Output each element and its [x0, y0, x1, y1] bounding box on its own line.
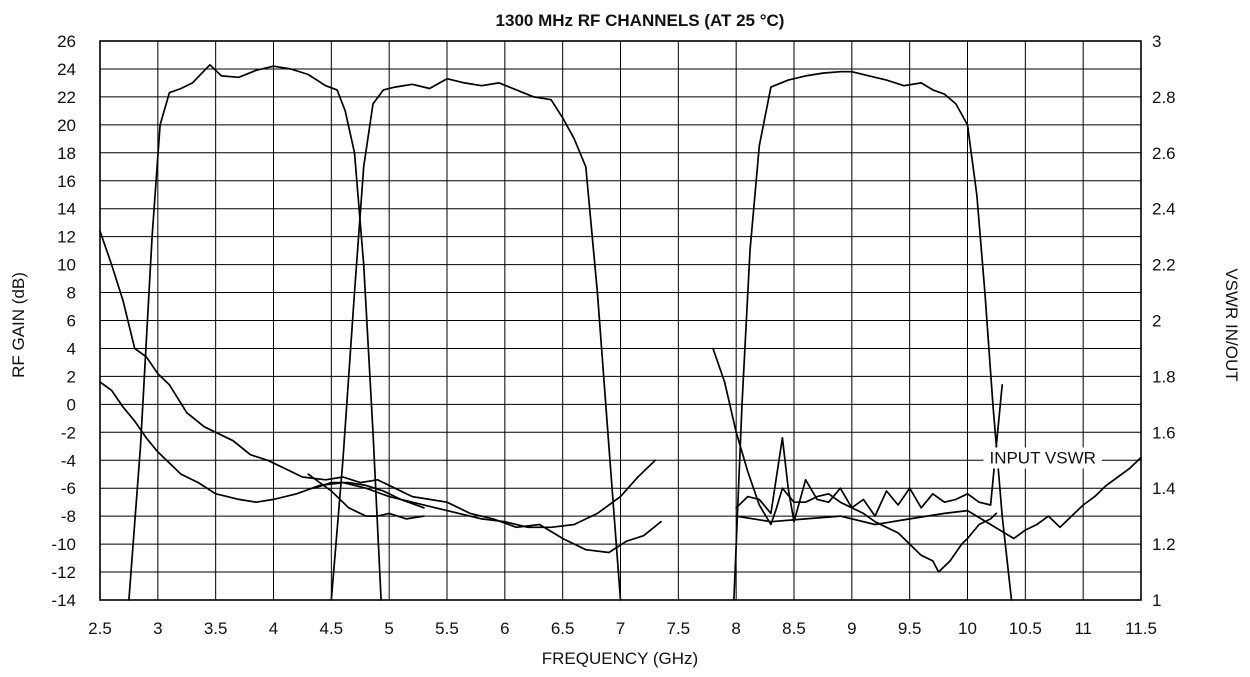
- y2-tick-label: 1.6: [1152, 423, 1176, 442]
- x-tick-labels: 2.5 3 3.5 4 4.5 5 5.5 6 6.5 7 7.5 8 8.5 9 9.5 10 10.5 11 1…: [88, 619, 1157, 638]
- annotations: INPUT VSWR: [983, 447, 1102, 469]
- x-tick-label: 9: [847, 619, 856, 638]
- y2-tick-label: 3: [1152, 32, 1161, 51]
- y2-tick-label: 2.6: [1152, 144, 1176, 163]
- vswr-curve-4: [99, 381, 657, 529]
- y-tick-label: 22: [57, 88, 76, 107]
- x-tick-label: 5.5: [435, 619, 459, 638]
- plot-frame: [99, 40, 1142, 601]
- vswr-curve-7: [712, 347, 998, 573]
- y-tick-label: 10: [57, 256, 76, 275]
- gain-curve-0: [128, 63, 382, 601]
- y-tick-label: -8: [61, 507, 76, 526]
- x-tick-label: 3: [153, 619, 162, 638]
- x-tick-label: 8: [731, 619, 740, 638]
- y-tick-label: 2: [67, 367, 76, 386]
- x-tick-label: 10.5: [1009, 619, 1042, 638]
- vswr-curve-5: [307, 473, 425, 520]
- y2-tick-label: 2.4: [1152, 200, 1176, 219]
- y-tick-label: 24: [57, 60, 76, 79]
- y-tick-label: -2: [61, 423, 76, 442]
- gain-curve-2: [733, 70, 1013, 601]
- vswr-curve-3: [99, 230, 662, 554]
- annotation-background: [983, 447, 1102, 469]
- y-tick-label: -6: [61, 479, 76, 498]
- x-tick-label: 4: [269, 619, 278, 638]
- x-tick-label: 6.5: [551, 619, 575, 638]
- y-tick-label: 8: [67, 284, 76, 303]
- grid: [99, 40, 1142, 601]
- vswr-curve-9: [735, 456, 1142, 540]
- y-tick-label: -4: [61, 451, 76, 470]
- x-tick-label: 7.5: [667, 619, 691, 638]
- y2-tick-label: 2.2: [1152, 256, 1176, 275]
- y-tick-label: 20: [57, 116, 76, 135]
- y-tick-label: 4: [67, 339, 76, 358]
- y-tick-label: 16: [57, 172, 76, 191]
- y-tick-label: 6: [67, 312, 76, 331]
- y-tick-label: -14: [51, 591, 76, 610]
- y2-tick-label: 1.2: [1152, 535, 1176, 554]
- y2-axis-label: VSWR IN/OUT: [1222, 268, 1241, 381]
- y2-tick-labels: 3 2.8 2.6 2.4 2.2 2 1.8 1.6 1.4 1.2 1: [1152, 32, 1176, 610]
- x-tick-label: 5: [384, 619, 393, 638]
- y-tick-label: 12: [57, 228, 76, 247]
- chart-title: 1300 MHz RF CHANNELS (AT 25 °C): [496, 11, 785, 30]
- y-tick-label: 26: [57, 32, 76, 51]
- x-axis-label: FREQUENCY (GHz): [542, 649, 698, 668]
- y-tick-label: -12: [51, 563, 76, 582]
- x-tick-label: 9.5: [898, 619, 922, 638]
- vswr-curve-6: [313, 481, 425, 509]
- y-tick-label: 0: [67, 395, 76, 414]
- y2-tick-label: 2.8: [1152, 88, 1176, 107]
- y2-tick-label: 1: [1152, 591, 1161, 610]
- y-tick-label: 18: [57, 144, 76, 163]
- y2-tick-label: 1.4: [1152, 479, 1176, 498]
- curves: [99, 63, 1142, 601]
- y-axis-label: RF GAIN (dB): [9, 272, 28, 378]
- x-tick-label: 11: [1074, 619, 1092, 638]
- y2-tick-label: 1.8: [1152, 367, 1176, 386]
- y2-tick-label: 2: [1152, 312, 1161, 331]
- gain-curve-1: [330, 77, 622, 601]
- x-tick-label: 8.5: [782, 619, 806, 638]
- x-tick-label: 3.5: [204, 619, 228, 638]
- x-tick-label: 11.5: [1125, 619, 1157, 638]
- x-tick-label: 7: [616, 619, 625, 638]
- y-tick-label: 14: [57, 200, 76, 219]
- x-tick-label: 2.5: [88, 619, 112, 638]
- y-tick-label: -10: [51, 535, 76, 554]
- vswr-curve-8: [735, 383, 1004, 523]
- x-tick-label: 6: [500, 619, 509, 638]
- x-tick-label: 10: [958, 619, 977, 638]
- x-tick-label: 4.5: [320, 619, 344, 638]
- annotation-input-vswr: INPUT VSWR: [989, 448, 1095, 467]
